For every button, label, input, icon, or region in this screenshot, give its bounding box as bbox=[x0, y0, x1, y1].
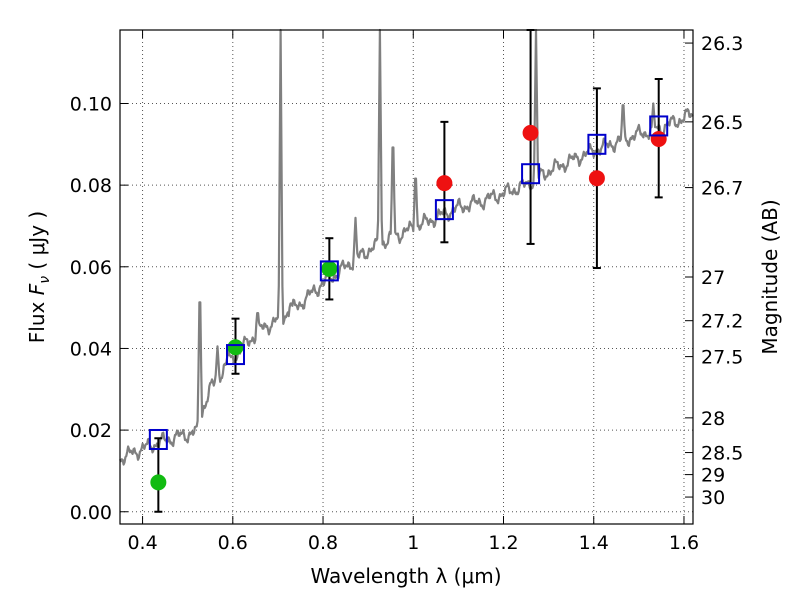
data-point bbox=[522, 124, 539, 141]
y2-tick-label: 26.5 bbox=[701, 112, 743, 134]
y-tick-label: 0.10 bbox=[70, 93, 112, 115]
data-point bbox=[436, 175, 453, 192]
x-axis-label: Wavelength λ (μm) bbox=[310, 564, 501, 588]
y2-tick-label: 27.2 bbox=[701, 311, 743, 333]
y-axis-label-subscript: ν bbox=[37, 276, 53, 284]
tick-labels: 0.4 0.6 0.8 1 1.2 1.4 1.6 0.00 0.02 0.04 0.06 0.08 0… bbox=[70, 33, 744, 554]
model-point bbox=[226, 344, 246, 366]
model-point bbox=[649, 115, 669, 137]
y2-tick-label: 27 bbox=[701, 267, 725, 289]
data-point bbox=[588, 170, 605, 187]
y2-axis-label: Magnitude (AB) bbox=[758, 199, 782, 354]
data-points bbox=[148, 29, 669, 513]
y2-tick-label: 30 bbox=[701, 487, 725, 509]
x-tick-label: 1.2 bbox=[488, 532, 518, 554]
data-point bbox=[650, 131, 667, 148]
y2-tick-label: 26.7 bbox=[701, 178, 743, 200]
y2-tick-label: 28.5 bbox=[701, 443, 743, 465]
y-tick-label: 0.08 bbox=[70, 175, 112, 197]
data-point bbox=[227, 339, 244, 356]
model-point bbox=[521, 163, 541, 185]
y2-tick-label: 27.5 bbox=[701, 347, 743, 369]
x-tick-label: 1.6 bbox=[669, 532, 699, 554]
y2-tick-label: 29 bbox=[701, 465, 725, 487]
y2-tick-label: 26.3 bbox=[701, 33, 743, 55]
y-tick-label: 0.04 bbox=[70, 338, 112, 360]
x-tick-label: 1 bbox=[407, 532, 419, 554]
model-spectrum bbox=[118, 28, 694, 466]
plot-frame bbox=[119, 29, 694, 525]
data-point bbox=[150, 474, 167, 491]
y-axis-label-suffix: ( μJy ) bbox=[25, 211, 49, 276]
x-tick-label: 1.4 bbox=[579, 532, 609, 554]
grid bbox=[120, 30, 693, 524]
y-tick-label: 0.00 bbox=[70, 502, 112, 524]
model-point bbox=[434, 199, 454, 221]
model-point bbox=[319, 260, 339, 282]
y-tick-label: 0.02 bbox=[70, 420, 112, 442]
y-axis-label-symbol: F bbox=[25, 283, 49, 295]
y-axis-label-prefix: Flux bbox=[25, 295, 49, 343]
axis-ticks bbox=[120, 30, 693, 524]
model-point bbox=[148, 428, 168, 450]
x-tick-label: 0.4 bbox=[127, 532, 157, 554]
data-point bbox=[321, 260, 338, 277]
spectrum-line bbox=[118, 28, 694, 466]
x-tick-label: 0.6 bbox=[218, 532, 248, 554]
y2-tick-label: 28 bbox=[701, 408, 725, 430]
y-tick-label: 0.06 bbox=[70, 257, 112, 279]
model-point bbox=[587, 133, 607, 155]
x-tick-label: 0.8 bbox=[308, 532, 338, 554]
y-axis-label: Flux Fν ( μJy ) bbox=[25, 211, 53, 343]
